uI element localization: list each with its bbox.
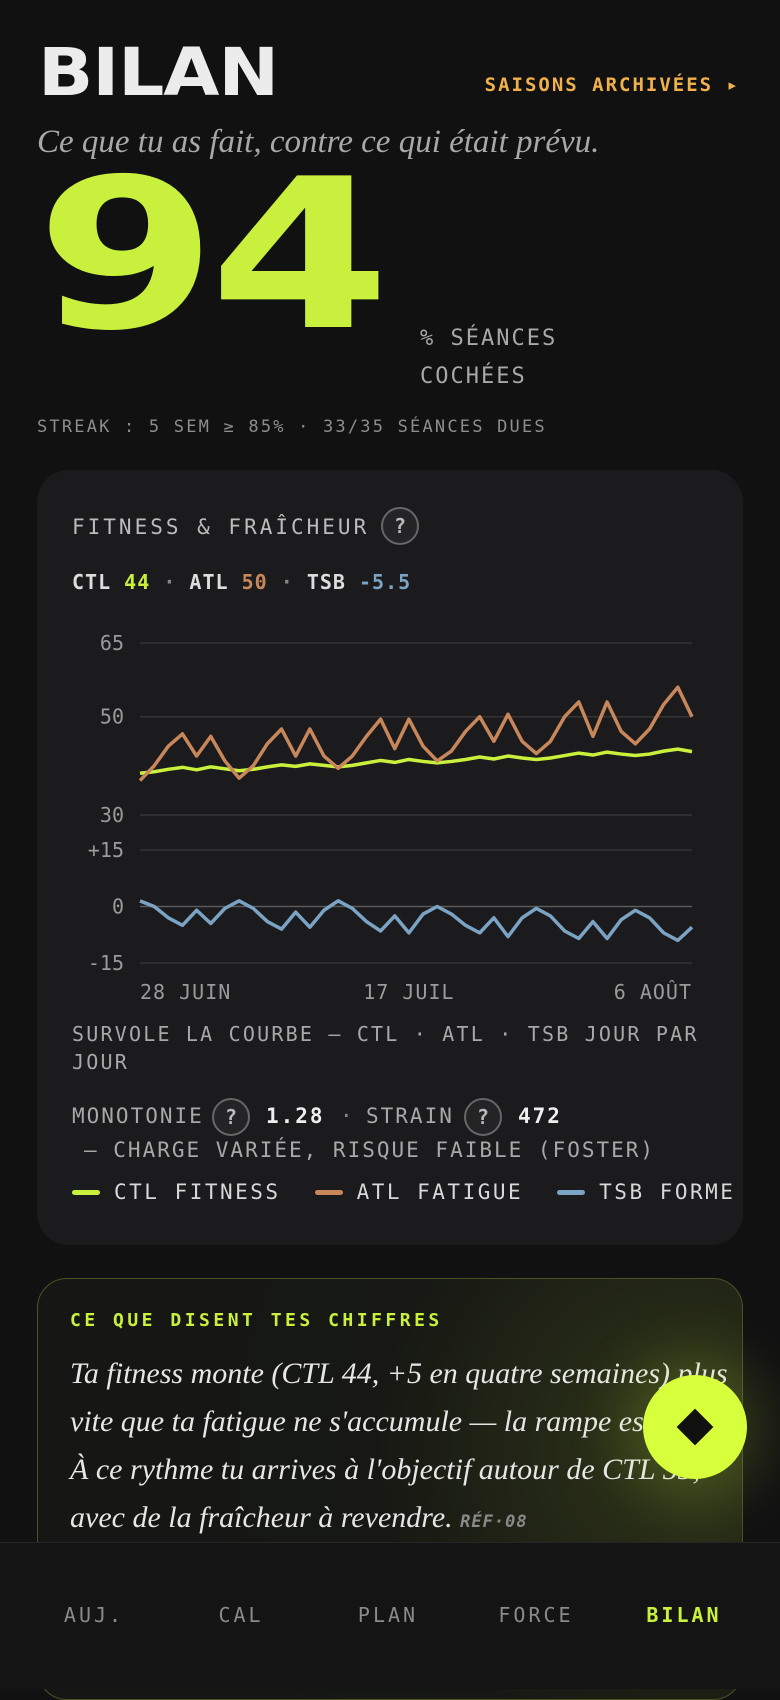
fitness-chart: 65 50 30 +15 0 -15 28 JUIN 17 JUIL 6 AOÛT [88,631,694,1004]
insight-ref: RÉF·08 [460,1512,528,1532]
strain-value: 472 [518,1104,562,1128]
series-line [139,747,693,775]
x-tick-label: 17 JUIL [363,980,454,1004]
strain-label: STRAIN [366,1104,454,1128]
stat-label: CTL [72,570,112,594]
legend-label: TSB FORME [599,1180,736,1204]
y-tick-label: -15 [88,951,124,975]
legend-swatch [72,1189,100,1195]
nav-item[interactable]: FORCE [498,1603,574,1627]
archive-link[interactable]: SAISONS ARCHIVÉES ▸ [484,74,740,96]
subtitle: Ce que tu as fait, contre ce qui était p… [37,124,600,160]
legend-swatch [557,1189,586,1195]
fab-button[interactable] [643,1375,747,1479]
series-line [138,685,694,782]
load-note: — CHARGE VARIÉE, RISQUE FAIBLE (FOSTER) [84,1138,656,1162]
y-tick-label: 50 [100,705,124,729]
separator: · [163,570,177,594]
nav-item[interactable]: AUJ. [63,1603,125,1627]
legend-label: CTL FITNESS [114,1180,281,1204]
help-button[interactable]: ? [212,1098,250,1136]
legend-item: ATL FATIGUE [314,1180,524,1204]
legend-swatch [314,1189,343,1195]
nav-item[interactable]: BILAN [646,1603,722,1627]
hover-hint: SURVOLE LA COURBE — CTL · ATL · TSB JOUR… [72,1022,699,1074]
legend-label: ATL FATIGUE [356,1180,524,1204]
series-line [139,899,694,943]
y-tick-label: 65 [100,631,124,655]
stats-line: CTL 44 · ATL 50 · TSB -5.5 [72,570,411,594]
bottom-nav: AUJ. CAL PLAN FORCE BILAN [0,1542,780,1689]
legend: CTL FITNESS ATL FATIGUE TSB FORME [72,1180,735,1204]
insight-kicker: CE QUE DISENT TES CHIFFRES [70,1310,443,1331]
insight-body: Ta fitness monte (CTL 44, +5 en quatre s… [70,1357,731,1534]
stat-value: -5.5 [358,570,412,594]
insight-text: Ta fitness monte (CTL 44, +5 en quatre s… [70,1350,740,1546]
legend-item: TSB FORME [557,1180,735,1204]
legend-item: CTL FITNESS [72,1180,281,1204]
score-unit: % SÉANCES [420,326,558,351]
help-button[interactable]: ? [381,507,419,545]
score-value: 94 [36,135,390,377]
stat-label: ATL [189,570,229,594]
streak: STREAK : 5 SEM ≥ 85% · 33/35 SÉANCES DUE… [37,417,547,437]
score-unit: COCHÉES [420,364,527,389]
nav-item[interactable]: CAL [218,1603,264,1627]
y-tick-label: 30 [100,803,124,827]
stat-label: TSB [306,570,346,594]
monotony-label: MONOTONIE [72,1104,204,1128]
stat-value: 50 [241,570,268,594]
page-title: BILAN [38,34,279,111]
stat-value: 44 [124,570,151,594]
separator: · [280,570,294,594]
monotony-value: 1.28 [266,1104,325,1128]
y-tick-label: 0 [112,895,124,919]
fab-icon [676,1408,714,1446]
card-title: FITNESS & FRAÎCHEUR [72,515,370,539]
help-button[interactable]: ? [464,1098,502,1136]
x-tick-label: 28 JUIN [140,980,231,1004]
y-tick-label: +15 [88,838,124,862]
x-tick-label: 6 AOÛT [614,980,692,1004]
nav-item[interactable]: PLAN [357,1603,419,1627]
separator: · [340,1104,355,1128]
fitness-card [37,470,743,1245]
